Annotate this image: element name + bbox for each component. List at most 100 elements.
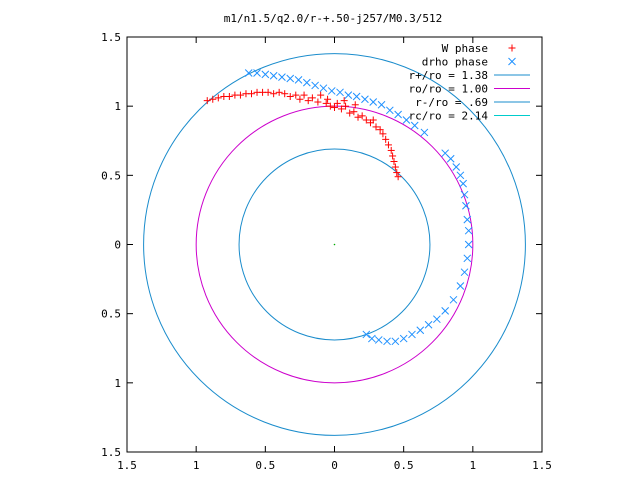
point-plus bbox=[317, 91, 325, 99]
point-cross bbox=[452, 163, 461, 171]
point-cross bbox=[399, 334, 408, 343]
point-plus bbox=[296, 95, 304, 103]
point-plus bbox=[342, 102, 350, 110]
point-cross bbox=[408, 330, 416, 339]
legend-label: r-/ro = .69 bbox=[415, 96, 488, 109]
y-tick-label: 0.5 bbox=[101, 169, 121, 182]
point-cross bbox=[369, 98, 378, 106]
point-cross bbox=[416, 326, 425, 335]
point-plus bbox=[326, 102, 334, 110]
point-plus bbox=[203, 97, 211, 105]
point-cross bbox=[394, 110, 402, 119]
x-tick-label: 1.5 bbox=[117, 459, 137, 472]
y-tick-label: 1.5 bbox=[101, 31, 121, 44]
point-plus bbox=[308, 94, 316, 102]
axis-ticks: 1.5 1 0.5 0 0.5 1 1.51.510.500.511.5 bbox=[101, 31, 552, 472]
point-plus bbox=[372, 123, 380, 131]
y-tick-label: 1.5 bbox=[101, 446, 121, 459]
point-cross bbox=[383, 337, 391, 346]
point-cross bbox=[424, 320, 433, 329]
point-plus bbox=[394, 173, 402, 181]
point-plus bbox=[225, 92, 233, 100]
point-cross bbox=[302, 78, 311, 87]
point-cross bbox=[402, 116, 411, 124]
point-plus bbox=[292, 91, 300, 99]
x-tick-label: 0.5 bbox=[394, 459, 414, 472]
y-tick-label: 1 bbox=[114, 100, 121, 113]
point-plus bbox=[376, 126, 384, 134]
point-plus bbox=[350, 108, 358, 116]
point-cross bbox=[460, 190, 469, 199]
point-plus bbox=[379, 130, 387, 138]
reference-circle-0 bbox=[143, 53, 526, 436]
point-cross bbox=[319, 84, 328, 93]
point-plus bbox=[351, 101, 359, 109]
legend-label: r+/ro = 1.38 bbox=[409, 69, 488, 82]
legend-label: W phase bbox=[442, 42, 488, 55]
point-plus bbox=[322, 99, 330, 107]
point-plus bbox=[324, 95, 332, 103]
point-cross bbox=[269, 71, 278, 80]
point-plus bbox=[393, 169, 401, 177]
point-plus bbox=[384, 141, 392, 149]
point-cross bbox=[311, 81, 319, 90]
x-tick-label: 0.5 bbox=[255, 459, 275, 472]
x-tick-label: 0 bbox=[331, 459, 338, 472]
y-tick-label: 0.5 bbox=[101, 308, 121, 321]
chart-title: m1/n1.5/q2.0/r-+.50-j257/M0.3/512 bbox=[224, 12, 443, 25]
legend-marker-plus bbox=[508, 44, 516, 52]
point-plus bbox=[300, 91, 308, 99]
point-plus bbox=[214, 94, 222, 102]
point-cross bbox=[446, 154, 455, 163]
point-plus bbox=[281, 90, 289, 98]
point-cross bbox=[459, 179, 468, 188]
point-plus bbox=[304, 97, 312, 105]
x-tick-label: 1 bbox=[193, 459, 200, 472]
point-cross bbox=[464, 240, 473, 249]
point-cross bbox=[464, 226, 473, 235]
point-cross bbox=[410, 121, 419, 130]
point-plus bbox=[337, 105, 345, 113]
point-cross bbox=[367, 334, 376, 343]
point-plus bbox=[358, 112, 366, 120]
point-plus bbox=[286, 92, 294, 100]
legend-label: drho phase bbox=[422, 56, 488, 69]
legend-marker-cross bbox=[508, 57, 516, 66]
data-points bbox=[203, 69, 473, 346]
point-cross bbox=[286, 74, 295, 83]
point-cross bbox=[278, 73, 286, 81]
point-cross bbox=[261, 70, 270, 79]
point-plus bbox=[346, 109, 354, 117]
point-cross bbox=[362, 330, 371, 339]
point-plus bbox=[387, 146, 395, 154]
x-tick-label: 1 bbox=[470, 459, 477, 472]
point-plus bbox=[382, 135, 390, 143]
point-plus bbox=[391, 163, 399, 171]
y-tick-label: 1 bbox=[114, 377, 121, 390]
point-plus bbox=[209, 95, 217, 103]
point-cross bbox=[327, 87, 336, 95]
point-cross bbox=[449, 295, 458, 304]
origin-dot bbox=[333, 243, 336, 246]
point-cross bbox=[463, 215, 472, 224]
point-cross bbox=[420, 128, 429, 137]
point-cross bbox=[336, 88, 344, 97]
point-cross bbox=[441, 307, 450, 315]
point-plus bbox=[275, 88, 283, 96]
point-plus bbox=[270, 90, 278, 98]
point-plus bbox=[331, 104, 338, 112]
y-tick-label: 0 bbox=[114, 239, 121, 252]
point-cross bbox=[294, 76, 303, 84]
point-plus bbox=[369, 116, 377, 124]
point-cross bbox=[253, 69, 261, 77]
point-cross bbox=[462, 201, 470, 210]
point-plus bbox=[264, 88, 272, 96]
point-plus bbox=[390, 158, 398, 165]
point-cross bbox=[463, 254, 472, 263]
point-cross bbox=[391, 337, 400, 346]
point-cross bbox=[244, 69, 253, 77]
point-plus bbox=[333, 99, 341, 107]
point-plus bbox=[354, 113, 362, 121]
